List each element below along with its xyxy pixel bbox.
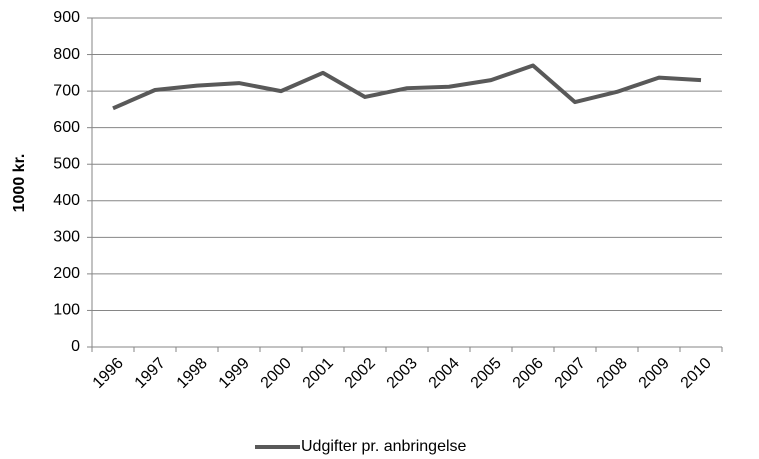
x-tick-label: 1996 bbox=[90, 355, 127, 392]
x-tick-label: 2009 bbox=[636, 355, 673, 392]
x-tick-label: 2000 bbox=[258, 355, 295, 392]
y-tick-label: 0 bbox=[71, 338, 80, 355]
y-tick-label: 500 bbox=[53, 155, 80, 172]
line-series bbox=[112, 63, 702, 111]
x-tick-label: 2004 bbox=[426, 355, 463, 392]
y-tick-label: 900 bbox=[53, 9, 80, 26]
x-tick-label: 2001 bbox=[300, 355, 337, 392]
x-tick-label: 2003 bbox=[384, 355, 421, 392]
y-tick-label: 600 bbox=[53, 119, 80, 136]
y-tick-label: 400 bbox=[53, 192, 80, 209]
x-tick-label: 2008 bbox=[594, 355, 631, 392]
x-tick-label: 1999 bbox=[216, 355, 253, 392]
x-tick-label: 1997 bbox=[132, 355, 169, 392]
x-tick-label: 1998 bbox=[174, 355, 211, 392]
x-tick-label: 2006 bbox=[510, 355, 547, 392]
y-tick-label: 200 bbox=[53, 265, 80, 282]
y-tick-label: 700 bbox=[53, 82, 80, 99]
y-tick-label: 100 bbox=[53, 302, 80, 319]
x-tick-label: 2010 bbox=[678, 355, 715, 392]
x-tick-label: 2002 bbox=[342, 355, 379, 392]
y-tick-label: 300 bbox=[53, 229, 80, 246]
x-tick-label: 2007 bbox=[552, 355, 589, 392]
x-tick-label: 2005 bbox=[468, 355, 505, 392]
legend-label: Udgifter pr. anbringelse bbox=[301, 438, 467, 455]
y-axis-label: 1000 kr. bbox=[11, 154, 28, 213]
y-tick-label: 800 bbox=[53, 46, 80, 63]
